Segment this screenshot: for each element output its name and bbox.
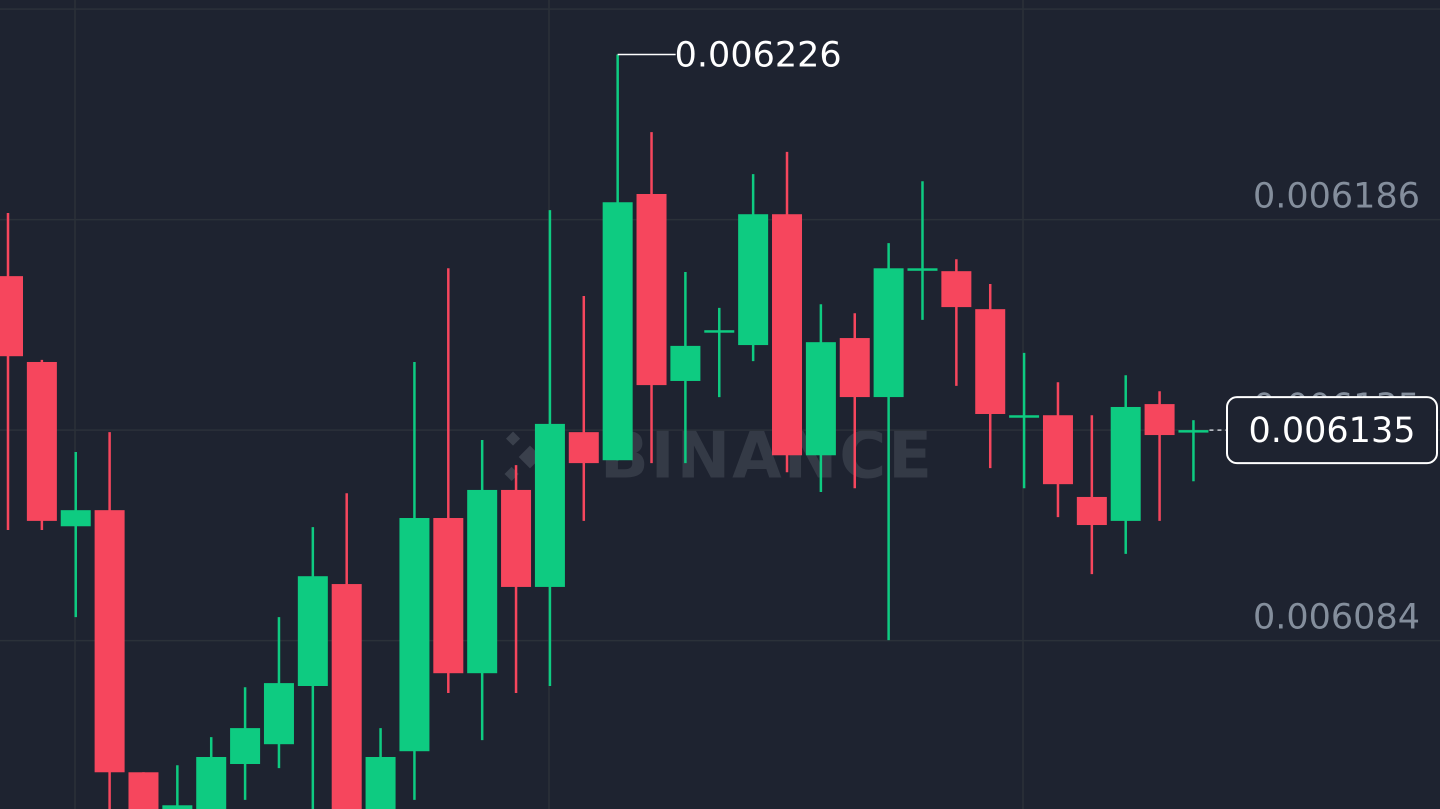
candle bbox=[0, 212, 23, 530]
candle bbox=[534, 210, 565, 686]
candle bbox=[467, 439, 498, 741]
candle-body bbox=[196, 756, 227, 809]
last-price-box bbox=[1226, 396, 1438, 465]
candle bbox=[331, 493, 362, 809]
candle bbox=[907, 181, 938, 320]
candle-body bbox=[297, 576, 328, 686]
candle-body bbox=[772, 214, 803, 456]
candle-body bbox=[263, 683, 294, 745]
candle bbox=[1042, 382, 1073, 518]
candle-body bbox=[501, 489, 532, 587]
candle bbox=[433, 268, 464, 694]
candle-body bbox=[1178, 430, 1209, 433]
candle bbox=[297, 527, 328, 809]
candle-body bbox=[534, 423, 565, 587]
candles bbox=[0, 54, 1209, 809]
candle bbox=[94, 432, 125, 809]
candle bbox=[1110, 375, 1141, 554]
candle bbox=[365, 728, 396, 809]
candle bbox=[162, 765, 193, 809]
candle bbox=[399, 361, 430, 800]
y-tick-label: 0.006237 bbox=[1253, 0, 1420, 6]
candle-body bbox=[839, 338, 870, 398]
candle-body bbox=[1110, 406, 1141, 521]
candle bbox=[636, 132, 667, 464]
candle-body bbox=[94, 510, 125, 773]
candle bbox=[263, 617, 294, 769]
candle bbox=[772, 151, 803, 473]
watermark: BINANCE bbox=[600, 420, 934, 494]
candle-body bbox=[433, 518, 464, 674]
candle-body bbox=[1009, 415, 1040, 418]
candle-body bbox=[1042, 415, 1073, 485]
candle bbox=[975, 283, 1006, 469]
candle bbox=[1178, 420, 1209, 482]
candle bbox=[873, 243, 904, 641]
candle bbox=[128, 772, 159, 809]
candle bbox=[839, 313, 870, 489]
candle-body bbox=[1076, 496, 1107, 526]
candle bbox=[738, 174, 769, 362]
candle-body bbox=[568, 432, 599, 464]
last-price-label: 0.006135 bbox=[1248, 411, 1415, 451]
candle-body bbox=[0, 276, 23, 357]
candle-body bbox=[467, 489, 498, 674]
candle-body bbox=[230, 728, 261, 765]
candle bbox=[1144, 391, 1175, 521]
candle bbox=[1009, 352, 1040, 489]
candle-body bbox=[331, 584, 362, 809]
candle-body bbox=[399, 518, 430, 752]
candle-body bbox=[907, 268, 938, 271]
candle-body bbox=[670, 345, 701, 381]
candle-body bbox=[636, 193, 667, 386]
candle-body bbox=[738, 214, 769, 346]
candle-body bbox=[873, 268, 904, 398]
candle bbox=[670, 272, 701, 464]
candle bbox=[501, 465, 532, 694]
candle-body bbox=[162, 805, 193, 809]
candle-body bbox=[602, 202, 633, 461]
candle bbox=[196, 737, 227, 809]
y-tick-label: 0.006186 bbox=[1253, 177, 1420, 217]
candle-body bbox=[704, 330, 735, 333]
candle bbox=[26, 359, 57, 530]
candle-body bbox=[975, 309, 1006, 414]
high-label: 0.006226 bbox=[675, 35, 842, 75]
candle bbox=[602, 54, 633, 461]
candle-body bbox=[128, 772, 159, 809]
candle-body bbox=[60, 510, 91, 527]
candle-body bbox=[805, 342, 836, 456]
candle-body bbox=[1144, 404, 1175, 436]
candle bbox=[704, 307, 735, 398]
candle bbox=[805, 304, 836, 493]
candle bbox=[941, 259, 972, 386]
candle bbox=[1076, 415, 1107, 575]
candle bbox=[230, 687, 261, 800]
candle bbox=[568, 295, 599, 521]
candle-body bbox=[365, 756, 396, 809]
candle bbox=[60, 451, 91, 618]
y-tick-label: 0.006084 bbox=[1253, 598, 1420, 638]
candle-body bbox=[26, 361, 57, 521]
candle-body bbox=[941, 271, 972, 308]
